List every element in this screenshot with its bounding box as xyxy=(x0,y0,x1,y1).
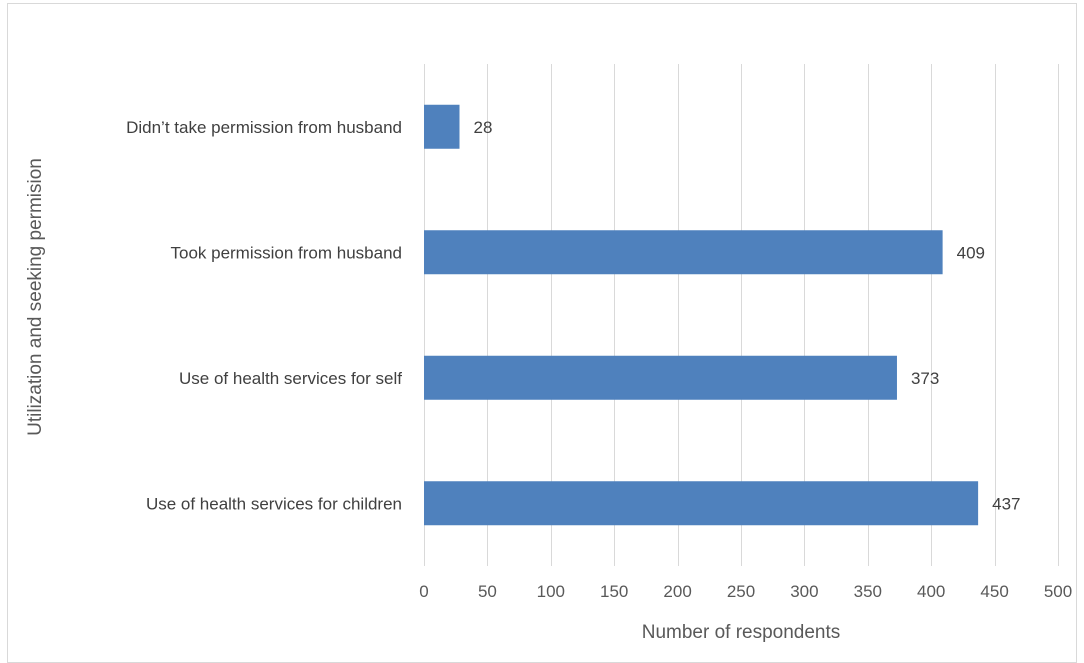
bar xyxy=(424,230,943,275)
category-label: Use of health services for self xyxy=(179,369,402,388)
data-label: 373 xyxy=(911,369,939,388)
x-tick-label: 50 xyxy=(478,582,497,601)
bars xyxy=(424,104,979,526)
y-axis-title: Utilization and seeking permision xyxy=(25,158,46,436)
x-tick-label: 500 xyxy=(1044,582,1072,601)
category-label: Use of health services for children xyxy=(146,494,402,513)
data-label: 28 xyxy=(474,118,493,137)
x-tick-labels: 0 50 100 150 200 250 300 350 400 450 500 xyxy=(419,582,1072,601)
bar xyxy=(424,481,979,526)
x-tick-label: 150 xyxy=(600,582,628,601)
data-label: 409 xyxy=(957,243,985,262)
x-tick-label: 200 xyxy=(663,582,691,601)
x-tick-label: 350 xyxy=(854,582,882,601)
x-tick-label: 400 xyxy=(917,582,945,601)
category-label: Didn’t take permission from husband xyxy=(126,118,402,137)
category-labels: Didn’t take permission from husband Took … xyxy=(126,118,402,514)
x-axis-title: Number of respondents xyxy=(642,622,841,643)
data-labels: 28 409 373 437 xyxy=(474,118,1021,514)
chart-frame xyxy=(7,3,1077,663)
bar xyxy=(424,104,460,149)
bar xyxy=(424,355,897,400)
x-tick-label: 0 xyxy=(419,582,428,601)
x-tick-label: 100 xyxy=(537,582,565,601)
x-tick-label: 450 xyxy=(980,582,1008,601)
x-tick-label: 250 xyxy=(727,582,755,601)
data-label: 437 xyxy=(992,494,1020,513)
category-label: Took permission from husband xyxy=(170,243,402,262)
x-tick-label: 300 xyxy=(790,582,818,601)
